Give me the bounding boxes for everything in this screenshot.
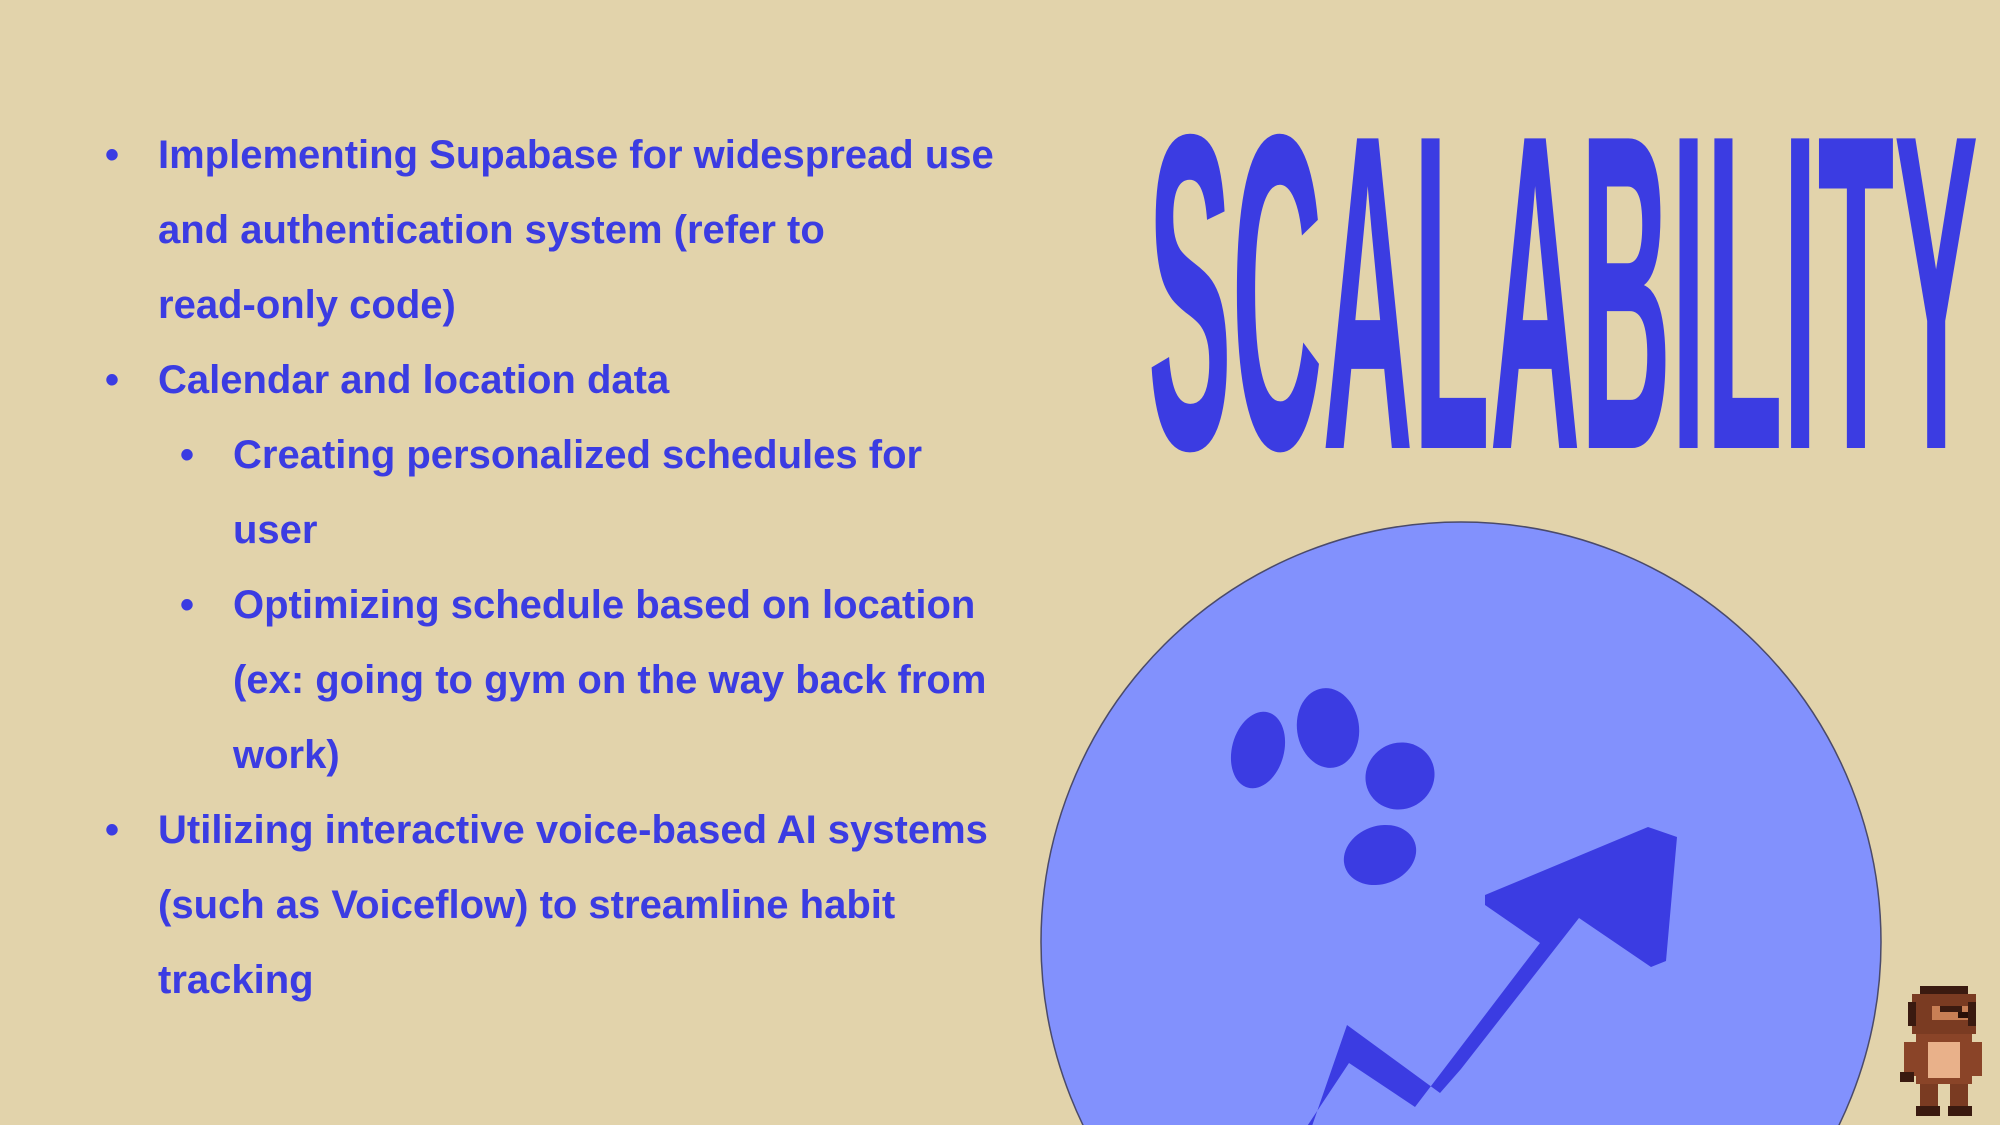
paw-icon: [1230, 688, 1677, 1125]
bullet-item: • Implementing Supabase for widespread us…: [105, 118, 1045, 343]
bullet-text-line: tracking: [158, 958, 314, 1002]
paw-toe-4: [1343, 824, 1417, 886]
bullet-text-line: (such as Voiceflow) to streamline habit: [158, 883, 896, 927]
growth-arrow-body: [1307, 827, 1677, 1125]
bullet-text-line: Calendar and location data: [158, 358, 670, 402]
bullet-dot: •: [180, 433, 195, 477]
badge-circle: [1040, 521, 1882, 1125]
bullet-dot: •: [180, 583, 195, 627]
sub-bullet-item: • Creating personalized schedules for user: [105, 418, 1045, 568]
bullet-text-line: user: [233, 508, 318, 552]
paw-toe-2: [1296, 688, 1360, 768]
bullet-dot: •: [105, 133, 120, 177]
paw-toe-1: [1230, 711, 1286, 789]
bullet-item: • Calendar and location data: [105, 343, 1045, 418]
bullet-text-line: Implementing Supabase for widespread use: [158, 133, 994, 177]
bullet-text-line: Utilizing interactive voice-based AI sys…: [158, 808, 988, 852]
bullet-text-line: Optimizing schedule based on location: [233, 583, 976, 627]
bullet-text-line: work): [233, 733, 340, 777]
bullet-dot: •: [105, 808, 120, 852]
bullet-text-line: read-only code): [158, 283, 456, 327]
bullet-list: • Implementing Supabase for widespread us…: [105, 118, 1045, 1018]
bullet-item: • Utilizing interactive voice-based AI sy…: [105, 793, 1045, 1018]
bullet-dot: •: [105, 358, 120, 402]
pixel-bear-mascot-icon: [1900, 986, 1982, 1116]
slide-title: SCALABILITY: [1148, 42, 1978, 544]
bullet-text-line: and authentication system (refer to: [158, 208, 825, 252]
paw-toe-3: [1365, 742, 1435, 810]
sub-bullet-item: • Optimizing schedule based on location (e…: [105, 568, 1045, 793]
bullet-text-line: (ex: going to gym on the way back from: [233, 658, 987, 702]
bullet-text-line: Creating personalized schedules for: [233, 433, 923, 477]
paw-growth-arrow-icon: [1040, 521, 1882, 1125]
slide-title-text: SCALABILITY: [1148, 42, 1978, 544]
